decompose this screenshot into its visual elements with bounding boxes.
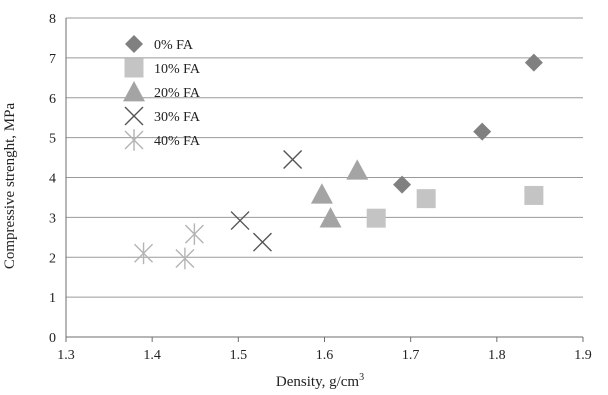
x-tick-label: 1.6	[316, 348, 334, 363]
legend-label: 10% FA	[154, 62, 201, 77]
y-tick-label: 8	[49, 12, 56, 27]
legend-label: 40% FA	[154, 134, 201, 149]
legend-label: 30% FA	[154, 110, 201, 125]
y-tick-label: 3	[49, 211, 56, 226]
data-point-star	[134, 242, 154, 265]
y-tick-label: 4	[49, 172, 56, 187]
y-tick-label: 2	[49, 251, 56, 266]
legend-label: 20% FA	[154, 86, 201, 101]
x-tick-label: 1.8	[488, 348, 506, 363]
x-tick-label: 1.5	[230, 348, 248, 363]
x-tick-label: 1.9	[574, 348, 592, 363]
data-point-triangle	[310, 183, 333, 204]
legend-marker-diamond	[125, 35, 143, 53]
data-points	[134, 53, 544, 270]
x-axis-label: Density, g/cm3	[276, 372, 364, 390]
legend-marker-x	[124, 106, 144, 126]
data-point-x	[230, 211, 250, 231]
data-point-square	[366, 208, 386, 228]
axes	[65, 18, 584, 342]
grid-lines	[66, 17, 583, 298]
legend-marker-star	[124, 129, 144, 151]
data-point-triangle	[319, 207, 342, 228]
data-point-star	[175, 247, 195, 270]
data-point-triangle	[346, 159, 369, 180]
data-point-square	[416, 189, 436, 209]
data-point-square	[524, 185, 544, 205]
y-tick-label: 0	[49, 331, 56, 346]
y-axis-label: Compressive strenght, MPa	[2, 103, 18, 270]
data-point-diamond	[473, 122, 492, 141]
y-tick-label: 6	[49, 92, 56, 107]
data-point-x	[283, 150, 303, 170]
legend-label: 0% FA	[154, 38, 194, 53]
y-tick-label: 5	[49, 132, 56, 147]
legend-marker-square	[124, 58, 144, 78]
tick-labels: 0 1 2 3 4 5 6 7 8 1.3 1.4 1.5 1.6 1.7 1.8 1.9	[49, 12, 592, 363]
y-tick-label: 7	[49, 52, 56, 67]
y-tick-label: 1	[49, 291, 56, 306]
legend-marker-triangle	[123, 81, 145, 102]
x-axis-label-superscript: 3	[359, 372, 364, 383]
data-point-star	[184, 223, 204, 245]
legend: 0% FA 10% FA 20% FA 30% FA 40% FA	[123, 35, 201, 151]
x-tick-label: 1.3	[57, 348, 75, 363]
x-tick-label: 1.7	[402, 348, 420, 363]
data-point-x	[252, 232, 272, 252]
data-point-diamond	[393, 175, 412, 194]
x-tick-label: 1.4	[143, 348, 161, 363]
data-point-diamond	[524, 53, 543, 72]
x-axis-label-text: Density, g/cm	[276, 374, 360, 390]
